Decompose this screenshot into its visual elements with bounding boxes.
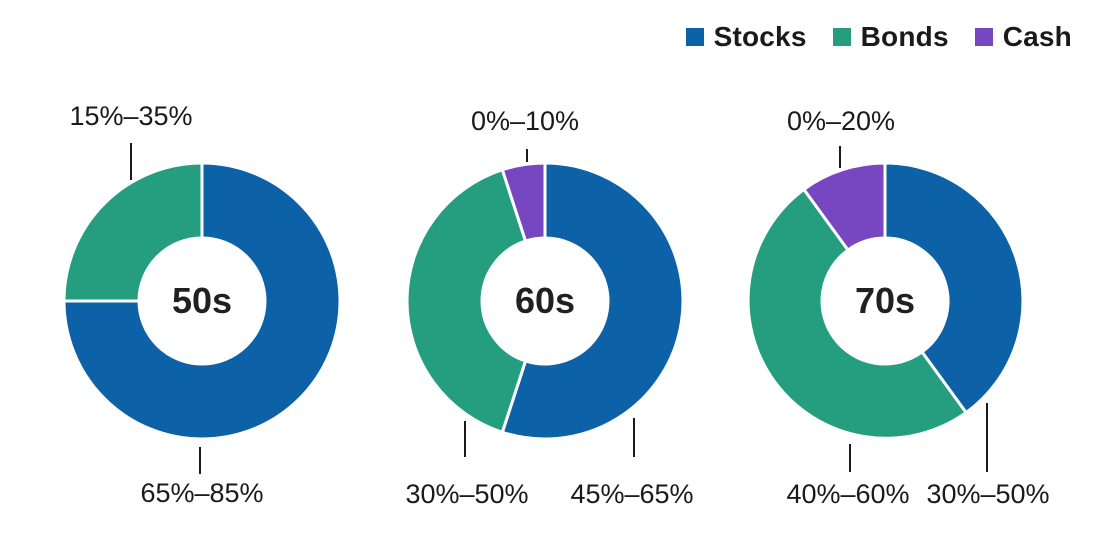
- tick-line: [633, 418, 635, 457]
- range-label-70s-stocks: 30%–50%: [926, 479, 1050, 509]
- tick-line: [130, 143, 132, 180]
- tick-line: [849, 444, 851, 472]
- range-label-60s-bonds: 30%–50%: [405, 479, 529, 509]
- tick-line: [986, 403, 988, 472]
- donut-center-label-70s: 70s: [854, 280, 916, 321]
- tick-line: [199, 447, 201, 474]
- donut-segment-bonds: [746, 187, 969, 440]
- tick-line: [839, 146, 841, 168]
- stocks-swatch-icon: [685, 28, 704, 46]
- donut-segment-stocks: [500, 161, 685, 441]
- donut-chart-60s: [405, 161, 685, 441]
- legend-item-stocks: Stocks: [685, 21, 807, 53]
- bonds-swatch-icon: [832, 28, 851, 46]
- donut-segment-bonds: [405, 167, 528, 435]
- donut-center-label-50s: 50s: [171, 280, 233, 321]
- tick-line: [526, 149, 528, 162]
- tick-line: [464, 421, 466, 457]
- range-label-50s-bonds: 15%–35%: [69, 101, 193, 131]
- donut-segment-cash: [500, 161, 547, 243]
- donut-chart-70s: [746, 161, 1025, 440]
- range-label-70s-bonds: 40%–60%: [786, 479, 910, 509]
- legend-label-bonds: Bonds: [860, 21, 949, 52]
- legend-item-cash: Cash: [974, 21, 1072, 53]
- donut-center-label-60s: 60s: [514, 280, 576, 321]
- range-label-50s-stocks: 65%–85%: [140, 478, 264, 508]
- donut-segment-stocks: [883, 161, 1025, 415]
- legend-label-cash: Cash: [1002, 21, 1072, 52]
- range-label-60s-cash: 0%–10%: [470, 106, 580, 136]
- legend: Stocks Bonds Cash: [685, 21, 1072, 53]
- donut-segment-stocks: [62, 161, 342, 441]
- cash-swatch-icon: [974, 28, 993, 46]
- donut-segment-cash: [801, 161, 887, 253]
- donut-chart-50s: [62, 161, 342, 441]
- range-label-60s-stocks: 45%–65%: [570, 479, 694, 509]
- legend-label-stocks: Stocks: [713, 21, 807, 52]
- range-label-70s-cash: 0%–20%: [786, 106, 896, 136]
- legend-item-bonds: Bonds: [832, 21, 949, 53]
- donut-segment-bonds: [62, 161, 204, 303]
